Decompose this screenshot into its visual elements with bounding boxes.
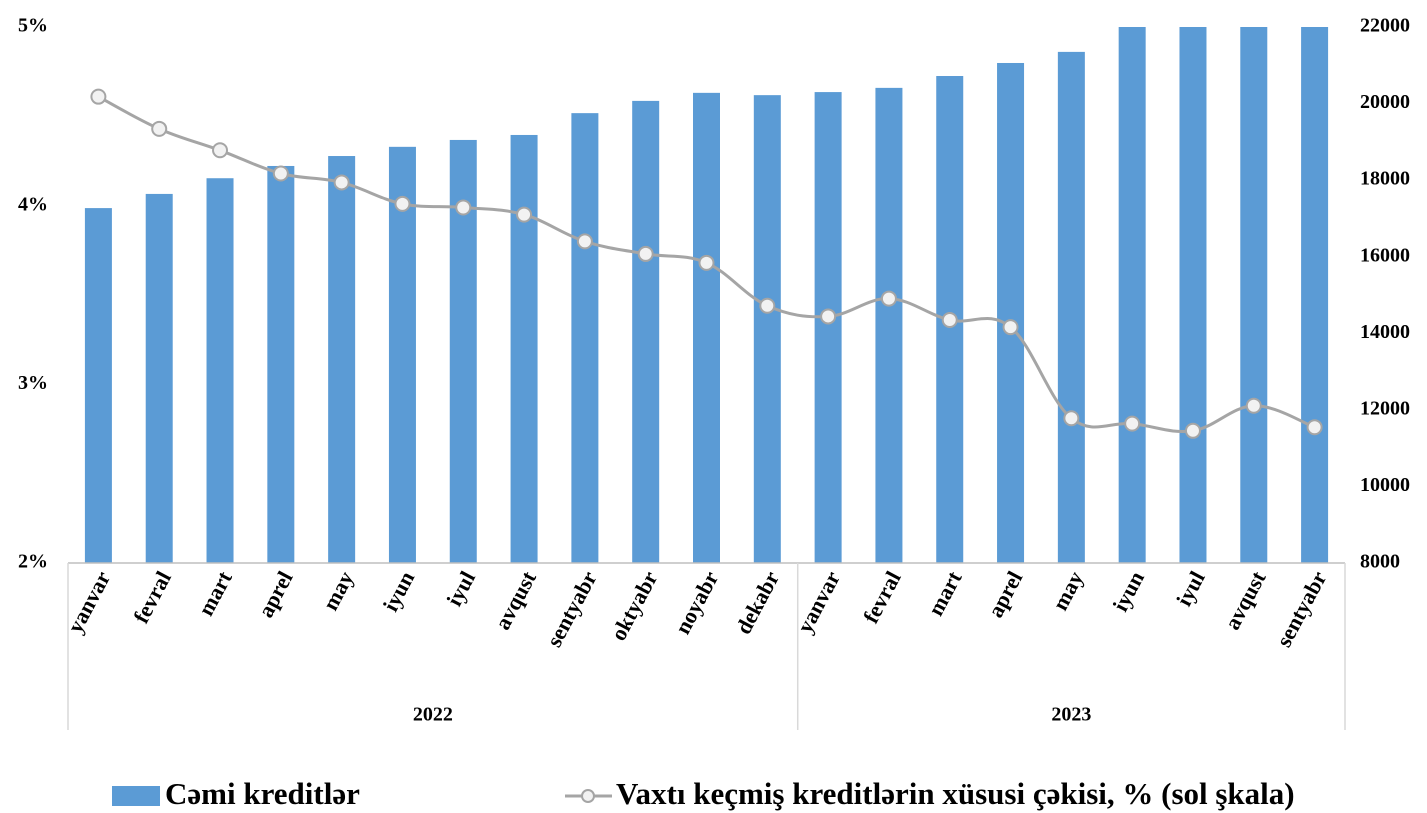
y2-tick-label: 14000 (1360, 321, 1410, 343)
line-marker (820, 308, 837, 325)
y2-tick-label: 20000 (1360, 91, 1410, 113)
bar (328, 156, 356, 563)
bar (632, 100, 660, 564)
legend: Cəmi kreditlər Vaxtı keçmiş kreditlərin … (112, 776, 1295, 811)
y-tick-label: 4% (18, 193, 48, 215)
y2-tick-label: 10000 (1360, 474, 1410, 496)
bar (84, 208, 112, 563)
group-label: 2022 (413, 704, 453, 726)
line-marker (333, 174, 350, 191)
line-marker (637, 245, 654, 262)
bar (875, 87, 903, 564)
line-marker (516, 206, 533, 223)
x-tick-label: mart (193, 566, 237, 619)
line-marker (1002, 319, 1019, 336)
y2-tick-label: 22000 (1360, 15, 1410, 37)
bar (571, 113, 599, 564)
y2-tick-label: 18000 (1360, 168, 1410, 190)
line-marker (1306, 419, 1323, 436)
x-tick-label: yanvar (62, 567, 115, 637)
line (97, 95, 1316, 433)
bar (510, 134, 538, 564)
bar (1057, 51, 1085, 564)
line-marker (1124, 415, 1141, 432)
x-tick-label: mart (923, 566, 967, 619)
x-tick-label: dekabr (731, 567, 785, 638)
y2-tick-label: 16000 (1360, 244, 1410, 266)
line-marker (880, 290, 897, 307)
group-label: 2023 (1051, 704, 1091, 726)
x-tick-label: fevral (858, 567, 906, 627)
line-marker (394, 195, 411, 212)
legend-label: Vaxtı keçmiş kreditlərin xüsusi çəkisi, … (616, 776, 1295, 811)
x-tick-label: iyul (1171, 567, 1210, 610)
x-tick-label: fevral (128, 567, 176, 627)
line-marker (941, 312, 958, 329)
x-tick-label: may (1047, 567, 1088, 614)
line-marker (1245, 397, 1262, 414)
line-marker (759, 297, 776, 314)
line-marker (455, 199, 472, 216)
x-tick-label: avqust (1219, 566, 1271, 633)
bar (753, 95, 781, 564)
line-marker (698, 254, 715, 271)
bar (145, 193, 173, 563)
line-marker (90, 88, 107, 105)
x-tick-label: oktyabr (605, 567, 662, 645)
x-tick-label: yanvar (792, 567, 845, 637)
bar (1301, 27, 1329, 563)
y-tick-label: 3% (18, 372, 48, 394)
bar (814, 92, 842, 563)
line-marker (212, 142, 229, 159)
y2-tick-label: 12000 (1360, 397, 1410, 419)
legend-swatch-bar (112, 786, 160, 806)
bar (206, 178, 234, 563)
line-marker (272, 165, 289, 182)
x-tick-label: avqust (490, 566, 542, 633)
line-marker (1063, 410, 1080, 427)
x-tick-label: iyun (378, 567, 420, 615)
bar (388, 146, 416, 563)
x-tick-label: aprel (983, 567, 1028, 622)
x-tick-label: sentyabr (541, 567, 602, 651)
legend-swatch-marker (581, 789, 595, 803)
x-tick-label: iyun (1107, 567, 1149, 615)
bar (997, 62, 1025, 563)
x-tick-label: sentyabr (1271, 567, 1332, 651)
line-marker (1184, 422, 1201, 439)
y2-tick-label: 8000 (1360, 551, 1400, 573)
x-tick-label: may (318, 567, 359, 614)
bar (693, 92, 720, 563)
x-tick-label: noyabr (670, 567, 724, 638)
bar (267, 165, 295, 563)
x-tick-label: iyul (441, 567, 480, 610)
x-tick-label: aprel (253, 567, 298, 622)
line-marker (151, 120, 168, 137)
y-tick-label: 2% (18, 551, 48, 573)
bar (1118, 27, 1146, 563)
bar (1179, 27, 1207, 563)
bar (1240, 27, 1268, 563)
legend-label: Cəmi kreditlər (165, 776, 360, 811)
line-marker (576, 233, 593, 250)
y-tick-label: 5% (18, 15, 48, 37)
